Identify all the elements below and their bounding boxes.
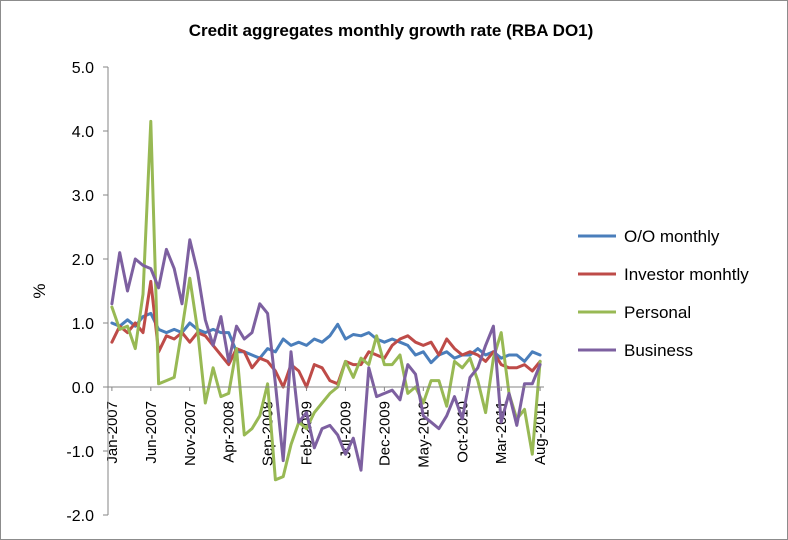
series-line-investor-monhtly (110, 279, 542, 389)
series-line-business (110, 238, 542, 472)
x-tick-label: Dec-2009 (376, 401, 393, 466)
legend-label: Investor monhtly (624, 265, 749, 284)
y-tick-label: 3.0 (72, 188, 94, 205)
series-line-personal (110, 119, 542, 482)
y-axis-label: % (30, 283, 49, 298)
x-tick-label: May-2010 (415, 401, 432, 468)
x-tick-label: Oct-2010 (454, 401, 471, 463)
x-tick-label: Nov-2007 (182, 401, 199, 466)
x-tick-label: Jan-2007 (104, 401, 121, 464)
legend: O/O monthly Investor monhtly Personal Busin… (578, 227, 749, 360)
axes (107, 67, 544, 515)
x-tick-label: Feb-2009 (299, 401, 316, 465)
x-tick-label: Jun-2007 (143, 401, 160, 464)
y-tick-label: -1.0 (66, 444, 94, 461)
legend-label: Business (624, 341, 693, 360)
y-tick-label: 1.0 (72, 316, 94, 333)
legend-label: O/O monthly (624, 227, 720, 246)
y-tick-label: 5.0 (72, 60, 94, 77)
y-axis-ticks: 5.0 4.0 3.0 2.0 1.0 0.0 -1.0 -2.0 (66, 60, 108, 525)
x-tick-label: Apr-2008 (221, 401, 238, 463)
y-tick-label: 2.0 (72, 252, 94, 269)
x-tick-label: Mar-2011 (493, 401, 510, 464)
chart-title: Credit aggregates monthly growth rate (R… (189, 21, 594, 40)
y-tick-label: 4.0 (72, 124, 94, 141)
y-tick-label: 0.0 (72, 380, 94, 397)
y-tick-label: -2.0 (66, 508, 94, 525)
series-lines (110, 119, 542, 482)
series-line-o-o-monthly (110, 311, 542, 365)
legend-label: Personal (624, 303, 691, 322)
